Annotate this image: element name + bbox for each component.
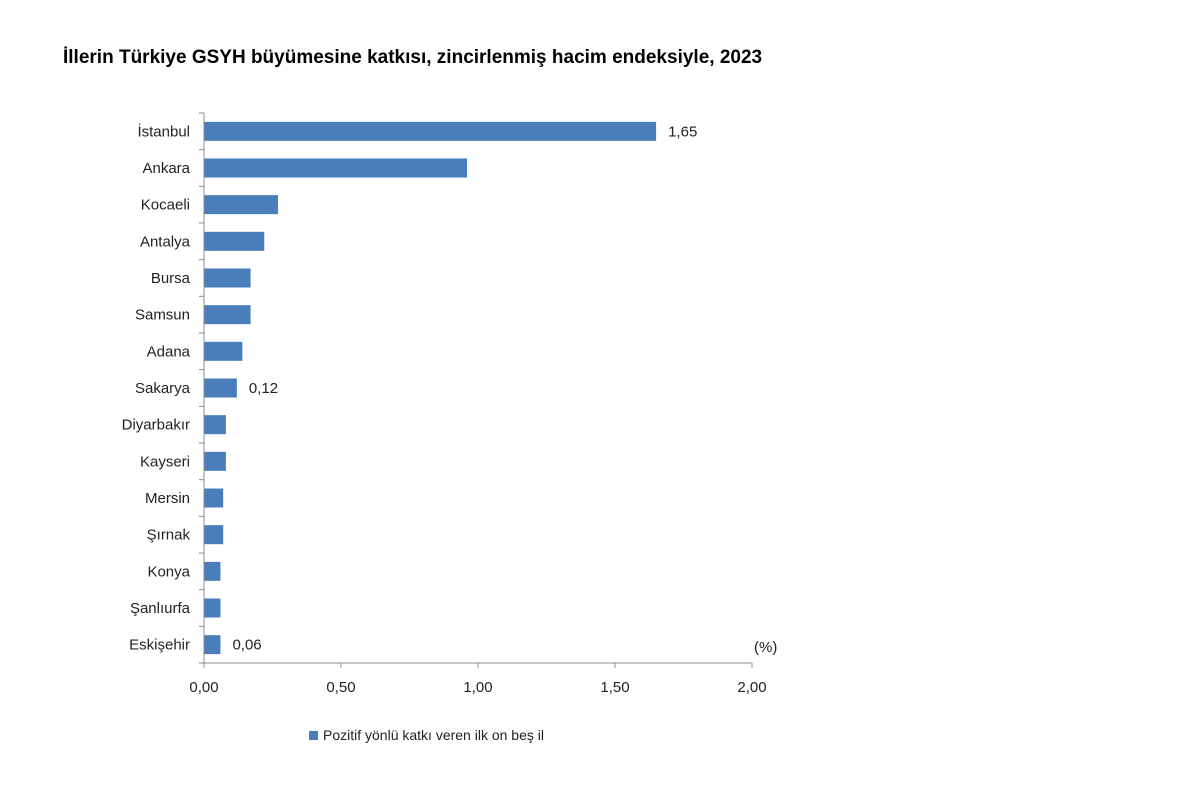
- bar: [204, 598, 221, 618]
- bar: [204, 488, 224, 508]
- data-label: 0,06: [232, 637, 261, 654]
- x-tick-label: 2,00: [737, 679, 766, 696]
- data-label: 0,12: [249, 380, 278, 397]
- category-label: Eskişehir: [129, 637, 190, 654]
- unit-label: (%): [754, 639, 777, 656]
- bar: [204, 341, 243, 361]
- bars-layer: 1,65 0,12 0,06: [204, 121, 697, 655]
- bar: [204, 305, 251, 325]
- bar: [204, 195, 278, 215]
- legend: Pozitif yönlü katkı veren ilk on beş il: [309, 727, 544, 743]
- x-tick-label: 0,00: [189, 679, 218, 696]
- bar: [204, 561, 221, 581]
- category-label: Bursa: [151, 270, 191, 287]
- axis-layer: 0,00 0,50 1,00 1,50 2,00 İstanbul Ankara Kocael…: [122, 112, 767, 696]
- category-label: Konya: [147, 563, 190, 580]
- x-tick-label: 0,50: [326, 679, 355, 696]
- chart-title: İllerin Türkiye GSYH büyümesine katkısı,…: [63, 47, 763, 68]
- bar: [204, 121, 657, 141]
- category-label: Diyarbakır: [122, 417, 190, 434]
- category-label: Adana: [147, 343, 191, 360]
- legend-label: Pozitif yönlü katkı veren ilk on beş il: [323, 727, 544, 743]
- category-label: Antalya: [140, 233, 191, 250]
- bar: [204, 378, 237, 398]
- bar: [204, 525, 224, 545]
- x-tick-label: 1,00: [463, 679, 492, 696]
- legend-swatch: [309, 731, 318, 740]
- category-label: Kocaeli: [141, 197, 190, 214]
- x-tick-label: 1,50: [600, 679, 629, 696]
- category-label: Sakarya: [135, 380, 191, 397]
- category-label: Ankara: [142, 160, 190, 177]
- category-label: İstanbul: [137, 122, 190, 140]
- bar: [204, 158, 468, 178]
- category-label: Samsun: [135, 307, 190, 324]
- bar: [204, 231, 265, 251]
- category-label: Şırnak: [147, 527, 191, 544]
- category-label: Kayseri: [140, 453, 190, 470]
- data-label: 1,65: [668, 123, 697, 140]
- category-label: Mersin: [145, 490, 190, 507]
- bar: [204, 635, 221, 655]
- bar: [204, 451, 226, 471]
- bar: [204, 268, 251, 288]
- category-label: Şanlıurfa: [130, 600, 191, 617]
- bar: [204, 415, 226, 435]
